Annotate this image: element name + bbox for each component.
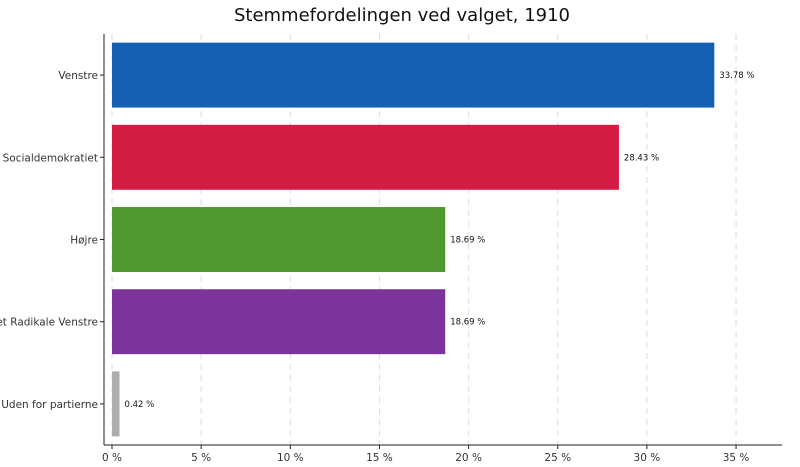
x-tick-label: 10 % [277,452,304,464]
axes: 0 % 5 % 10 % 15 % 20 % 25 % 30 % 35 % Venstre Soc… [0,34,782,464]
bars [112,42,715,437]
category-label: Højre [70,235,98,247]
value-labels: 33.78 % 28.43 % 18.69 % 18.69 % 0.42 % [124,71,754,410]
chart-title: Stemmefordelingen ved valget, 1910 [234,5,570,26]
category-label: Venstre [58,70,98,82]
data-label: 33.78 % [719,71,754,81]
data-label: 28.43 % [624,153,659,163]
data-label: 18.69 % [450,318,485,328]
x-tick-label: 0 % [102,452,122,464]
x-tick-label: 35 % [723,452,750,464]
category-label: Det Radikale Venstre [0,317,98,329]
x-tick-label: 20 % [455,452,482,464]
bar [112,289,446,355]
bar [112,207,446,272]
x-tick-label: 15 % [366,452,393,464]
x-tick-label: 5 % [191,452,211,464]
bar [112,371,120,437]
data-label: 18.69 % [450,236,485,246]
x-tick-label: 30 % [634,452,661,464]
category-label: Socialdemokratiet [3,152,98,164]
data-label: 0.42 % [124,400,154,410]
bar [112,124,619,190]
bar [112,42,715,108]
x-tick-label: 25 % [544,452,571,464]
category-label: Uden for partierne [1,399,98,411]
